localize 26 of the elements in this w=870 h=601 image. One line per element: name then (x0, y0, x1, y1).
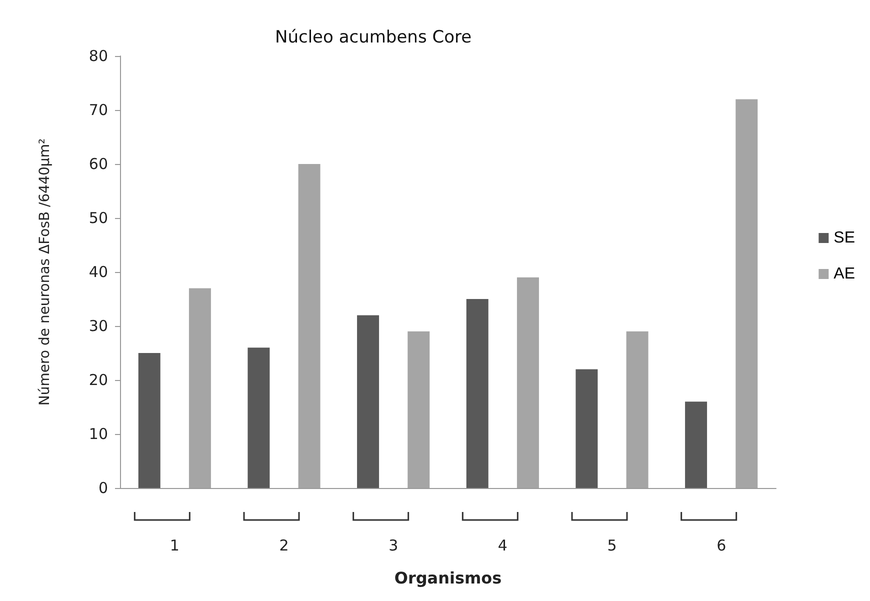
bar (576, 369, 598, 488)
y-axis-title: Número de neuronas ΔFosB /6440µm² (37, 138, 53, 406)
y-tick-label: 20 (88, 371, 108, 389)
x-tick-label: 4 (498, 536, 508, 554)
y-tick-label: 10 (88, 425, 108, 443)
bar (357, 315, 380, 488)
chart-title: Núcleo acumbens Core (275, 28, 472, 48)
x-tick-label: 1 (170, 536, 180, 554)
y-tick-label: 60 (88, 155, 108, 173)
legend-label: AE (834, 266, 855, 282)
bar (138, 353, 160, 488)
x-tick-label: 3 (388, 536, 398, 554)
y-tick-label: 40 (88, 263, 108, 281)
y-tick-label: 50 (88, 209, 108, 227)
x-tick-label: 6 (716, 536, 726, 554)
bar (685, 402, 708, 488)
y-tick-label: 0 (98, 479, 108, 497)
y-tick-label: 80 (88, 47, 108, 65)
bar (466, 299, 488, 488)
legend-label: SE (834, 230, 855, 246)
y-tick-label: 30 (88, 317, 108, 335)
x-tick-label: 2 (279, 536, 289, 554)
bar (248, 348, 270, 488)
y-tick-label: 70 (88, 101, 108, 119)
x-axis-title: Organismos (394, 568, 502, 588)
x-tick-label: 5 (607, 536, 617, 554)
